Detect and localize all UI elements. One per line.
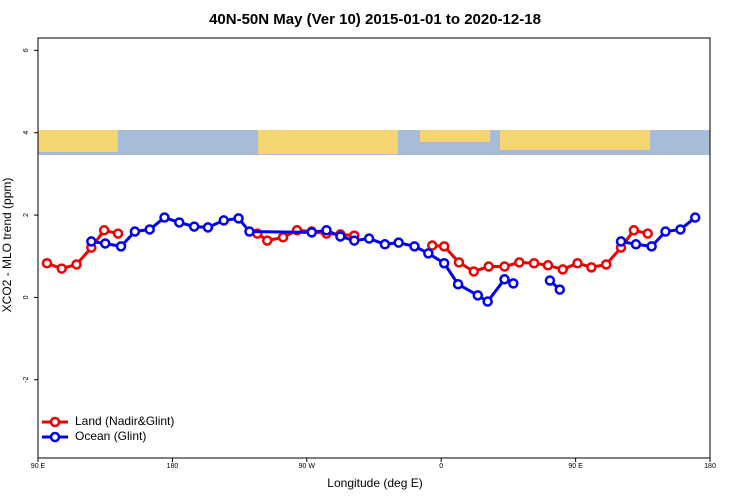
data-point [630, 239, 642, 250]
data-point [468, 266, 480, 277]
data-point [675, 224, 686, 235]
data-point [244, 226, 255, 237]
data-point [409, 241, 420, 252]
legend-label: Land (Nadir&Glint) [75, 414, 174, 428]
data-point [482, 296, 493, 307]
data-point [261, 235, 273, 246]
data-point [646, 241, 657, 252]
data-point [557, 264, 569, 275]
data-point [41, 257, 53, 269]
data-point [554, 284, 566, 295]
data-point [528, 257, 540, 269]
data-point [438, 241, 450, 252]
data-point [499, 261, 510, 272]
data-point [514, 257, 525, 268]
y-tick-label: -2 [23, 377, 30, 383]
data-point [452, 278, 464, 290]
data-point [56, 263, 67, 274]
data-point [71, 259, 82, 270]
data-point [642, 228, 653, 239]
series-line [46, 228, 649, 274]
x-axis-label: Longitude (deg E) [327, 476, 422, 490]
x-tick-label: 0 [439, 463, 443, 470]
y-tick-label: 0 [23, 295, 30, 299]
data-point [393, 237, 404, 248]
data-point [112, 228, 124, 239]
data-point [628, 225, 640, 236]
data-point [174, 217, 185, 228]
data-point [129, 226, 141, 237]
x-tick-label: 180 [167, 463, 179, 470]
y-tick-label: 2 [23, 213, 30, 217]
data-point [321, 225, 332, 236]
data-point [98, 225, 110, 236]
y-tick-label: 6 [23, 48, 30, 52]
data-point [188, 221, 200, 232]
data-point [202, 222, 214, 233]
data-point [349, 235, 360, 246]
data-point [423, 248, 434, 259]
data-point [689, 212, 701, 223]
data-point [544, 275, 556, 286]
data-point [615, 236, 627, 247]
map-strip [38, 130, 710, 155]
plot-frame [37, 37, 711, 459]
data-point [86, 236, 97, 247]
data-point [99, 238, 111, 249]
data-point [499, 274, 510, 285]
data-point [572, 257, 583, 269]
x-tick-label: 180 [704, 463, 716, 470]
x-tick-label: 90 E [568, 463, 583, 470]
data-point [379, 239, 391, 250]
y-axis-label: XCO2 - MLO trend (ppm) [0, 178, 14, 313]
data-point [453, 257, 465, 268]
legend-marker [49, 416, 61, 428]
data-point [438, 257, 450, 269]
data-point [586, 262, 597, 273]
data-point [508, 278, 519, 289]
data-point [363, 233, 375, 244]
y-tick-label: 4 [23, 131, 30, 135]
data-point [115, 241, 127, 252]
data-point [233, 213, 244, 224]
data-point [542, 260, 554, 271]
legend-marker [49, 431, 61, 443]
chart-title: 40N-50N May (Ver 10) 2015-01-01 to 2020-… [209, 11, 541, 28]
legend-label: Ocean (Glint) [75, 429, 146, 443]
data-point [306, 227, 317, 238]
data-point [144, 224, 155, 235]
data-point [277, 232, 289, 243]
x-tick-label: 90 E [31, 463, 46, 470]
data-point [159, 212, 170, 223]
data-point [483, 261, 494, 272]
x-tick-label: 90 W [299, 463, 316, 470]
data-point [660, 226, 671, 237]
data-point [426, 240, 438, 251]
data-point [600, 259, 612, 270]
data-point [335, 231, 346, 242]
data-point [218, 215, 230, 226]
data-point [472, 290, 484, 301]
